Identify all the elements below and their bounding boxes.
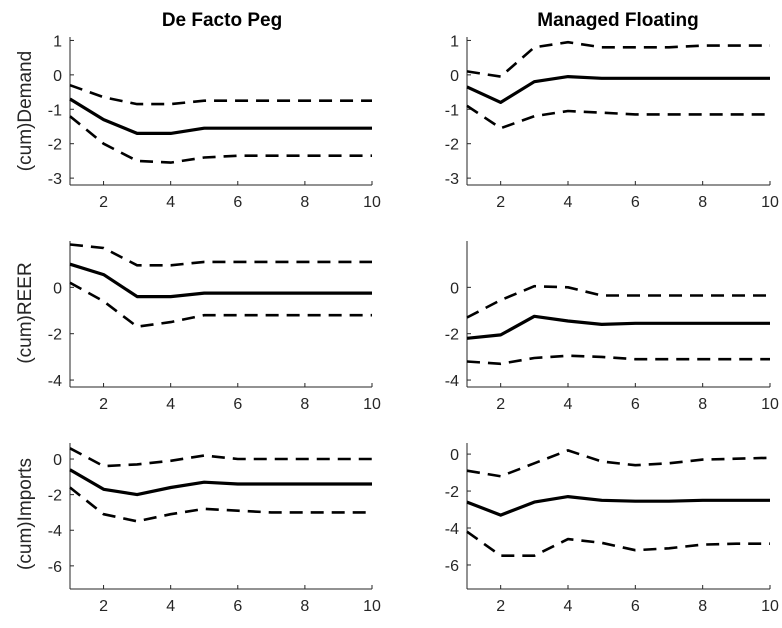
x-tick-label: 6 xyxy=(631,598,640,615)
x-tick-label: 2 xyxy=(99,396,108,413)
x-tick-label: 6 xyxy=(631,194,640,211)
series-line-upper xyxy=(466,40,770,78)
panel-1-0: 0 -2 -4 2 4 6 8 10 xyxy=(48,241,381,413)
y-tick-label: -6 xyxy=(445,558,459,575)
y-tick-label: -3 xyxy=(48,171,62,188)
x-tick-label: 2 xyxy=(496,396,505,413)
y-tick-label: 0 xyxy=(450,447,459,464)
series-line-lower xyxy=(466,104,770,130)
y-tick-label: -6 xyxy=(48,559,62,576)
y-tick-label: 0 xyxy=(53,280,62,297)
panel-2-1: 0 -2 -4 -6 2 4 6 8 10 xyxy=(445,443,779,615)
series-line-upper xyxy=(69,447,372,468)
x-tick-label: 8 xyxy=(698,194,707,211)
x-tick-label: 10 xyxy=(363,194,381,211)
series-line-upper xyxy=(69,83,372,106)
y-tick-label: -1 xyxy=(48,102,62,119)
series-line-estimate xyxy=(466,314,770,340)
y-tick-label: -2 xyxy=(445,484,459,501)
row-label-demand: (cum)Demand xyxy=(15,51,36,171)
x-tick-label: 8 xyxy=(300,598,309,615)
series-line-lower xyxy=(466,530,770,558)
y-tick-label: 1 xyxy=(450,33,459,50)
panel-1-1: 0 -2 -4 2 4 6 8 10 xyxy=(445,241,779,413)
x-tick-label: 4 xyxy=(166,194,175,211)
series-line-estimate xyxy=(69,262,372,299)
row-label-imports: (cum)Imports xyxy=(15,458,36,570)
x-tick-label: 6 xyxy=(233,194,242,211)
x-tick-label: 6 xyxy=(631,396,640,413)
x-tick-label: 4 xyxy=(564,598,573,615)
x-tick-label: 4 xyxy=(564,396,573,413)
y-tick-label: -4 xyxy=(445,373,459,390)
series-line-lower xyxy=(69,281,372,329)
x-tick-label: 10 xyxy=(363,396,381,413)
panel-2-0: 0 -2 -4 -6 2 4 6 8 10 xyxy=(48,443,381,615)
x-tick-label: 8 xyxy=(698,396,707,413)
y-tick-label: 0 xyxy=(53,452,62,469)
y-tick-label: -4 xyxy=(48,523,62,540)
panel-0-0: 10-1-2-32 4 6 8 10 xyxy=(48,33,381,211)
x-tick-label: 10 xyxy=(761,598,779,615)
series-line-estimate xyxy=(69,97,372,135)
x-tick-label: 2 xyxy=(99,194,108,211)
x-tick-label: 2 xyxy=(496,598,505,615)
x-tick-label: 2 xyxy=(496,194,505,211)
x-tick-label: 8 xyxy=(698,598,707,615)
series-line-upper xyxy=(69,243,372,267)
x-tick-label: 10 xyxy=(761,396,779,413)
series-line-estimate xyxy=(466,74,770,105)
y-tick-label: 0 xyxy=(450,280,459,297)
y-tick-label: -3 xyxy=(445,171,459,188)
y-tick-label: 1 xyxy=(53,33,62,50)
series-line-estimate xyxy=(69,468,372,497)
row-label-reer: (cum)REER xyxy=(15,262,36,363)
y-tick-label: -4 xyxy=(445,521,459,538)
y-tick-label: -2 xyxy=(445,137,459,154)
y-tick-label: -2 xyxy=(48,137,62,154)
x-tick-label: 4 xyxy=(166,598,175,615)
series-line-lower xyxy=(466,354,770,366)
y-tick-label: 0 xyxy=(53,68,62,85)
y-tick-label: -2 xyxy=(48,327,62,344)
panel-0-1: 10-1-2-32 4 6 8 10 xyxy=(445,33,779,211)
x-tick-label: 4 xyxy=(166,396,175,413)
y-tick-label: -4 xyxy=(48,373,62,390)
y-tick-label: -2 xyxy=(445,327,459,344)
x-tick-label: 6 xyxy=(233,396,242,413)
series-line-lower xyxy=(69,486,372,523)
x-tick-label: 6 xyxy=(233,598,242,615)
x-tick-label: 2 xyxy=(99,598,108,615)
series-line-upper xyxy=(466,449,771,478)
y-tick-label: -1 xyxy=(445,102,459,119)
column-title-de-facto-peg: De Facto Peg xyxy=(162,10,282,31)
y-tick-label: 0 xyxy=(450,68,459,85)
series-line-upper xyxy=(466,284,770,319)
x-tick-label: 10 xyxy=(761,194,779,211)
x-tick-label: 10 xyxy=(363,598,381,615)
x-tick-label: 4 xyxy=(564,194,573,211)
column-title-managed-floating: Managed Floating xyxy=(537,10,699,31)
y-tick-label: -2 xyxy=(48,488,62,505)
x-tick-label: 8 xyxy=(300,194,309,211)
series-line-estimate xyxy=(466,495,770,517)
x-tick-label: 8 xyxy=(300,396,309,413)
